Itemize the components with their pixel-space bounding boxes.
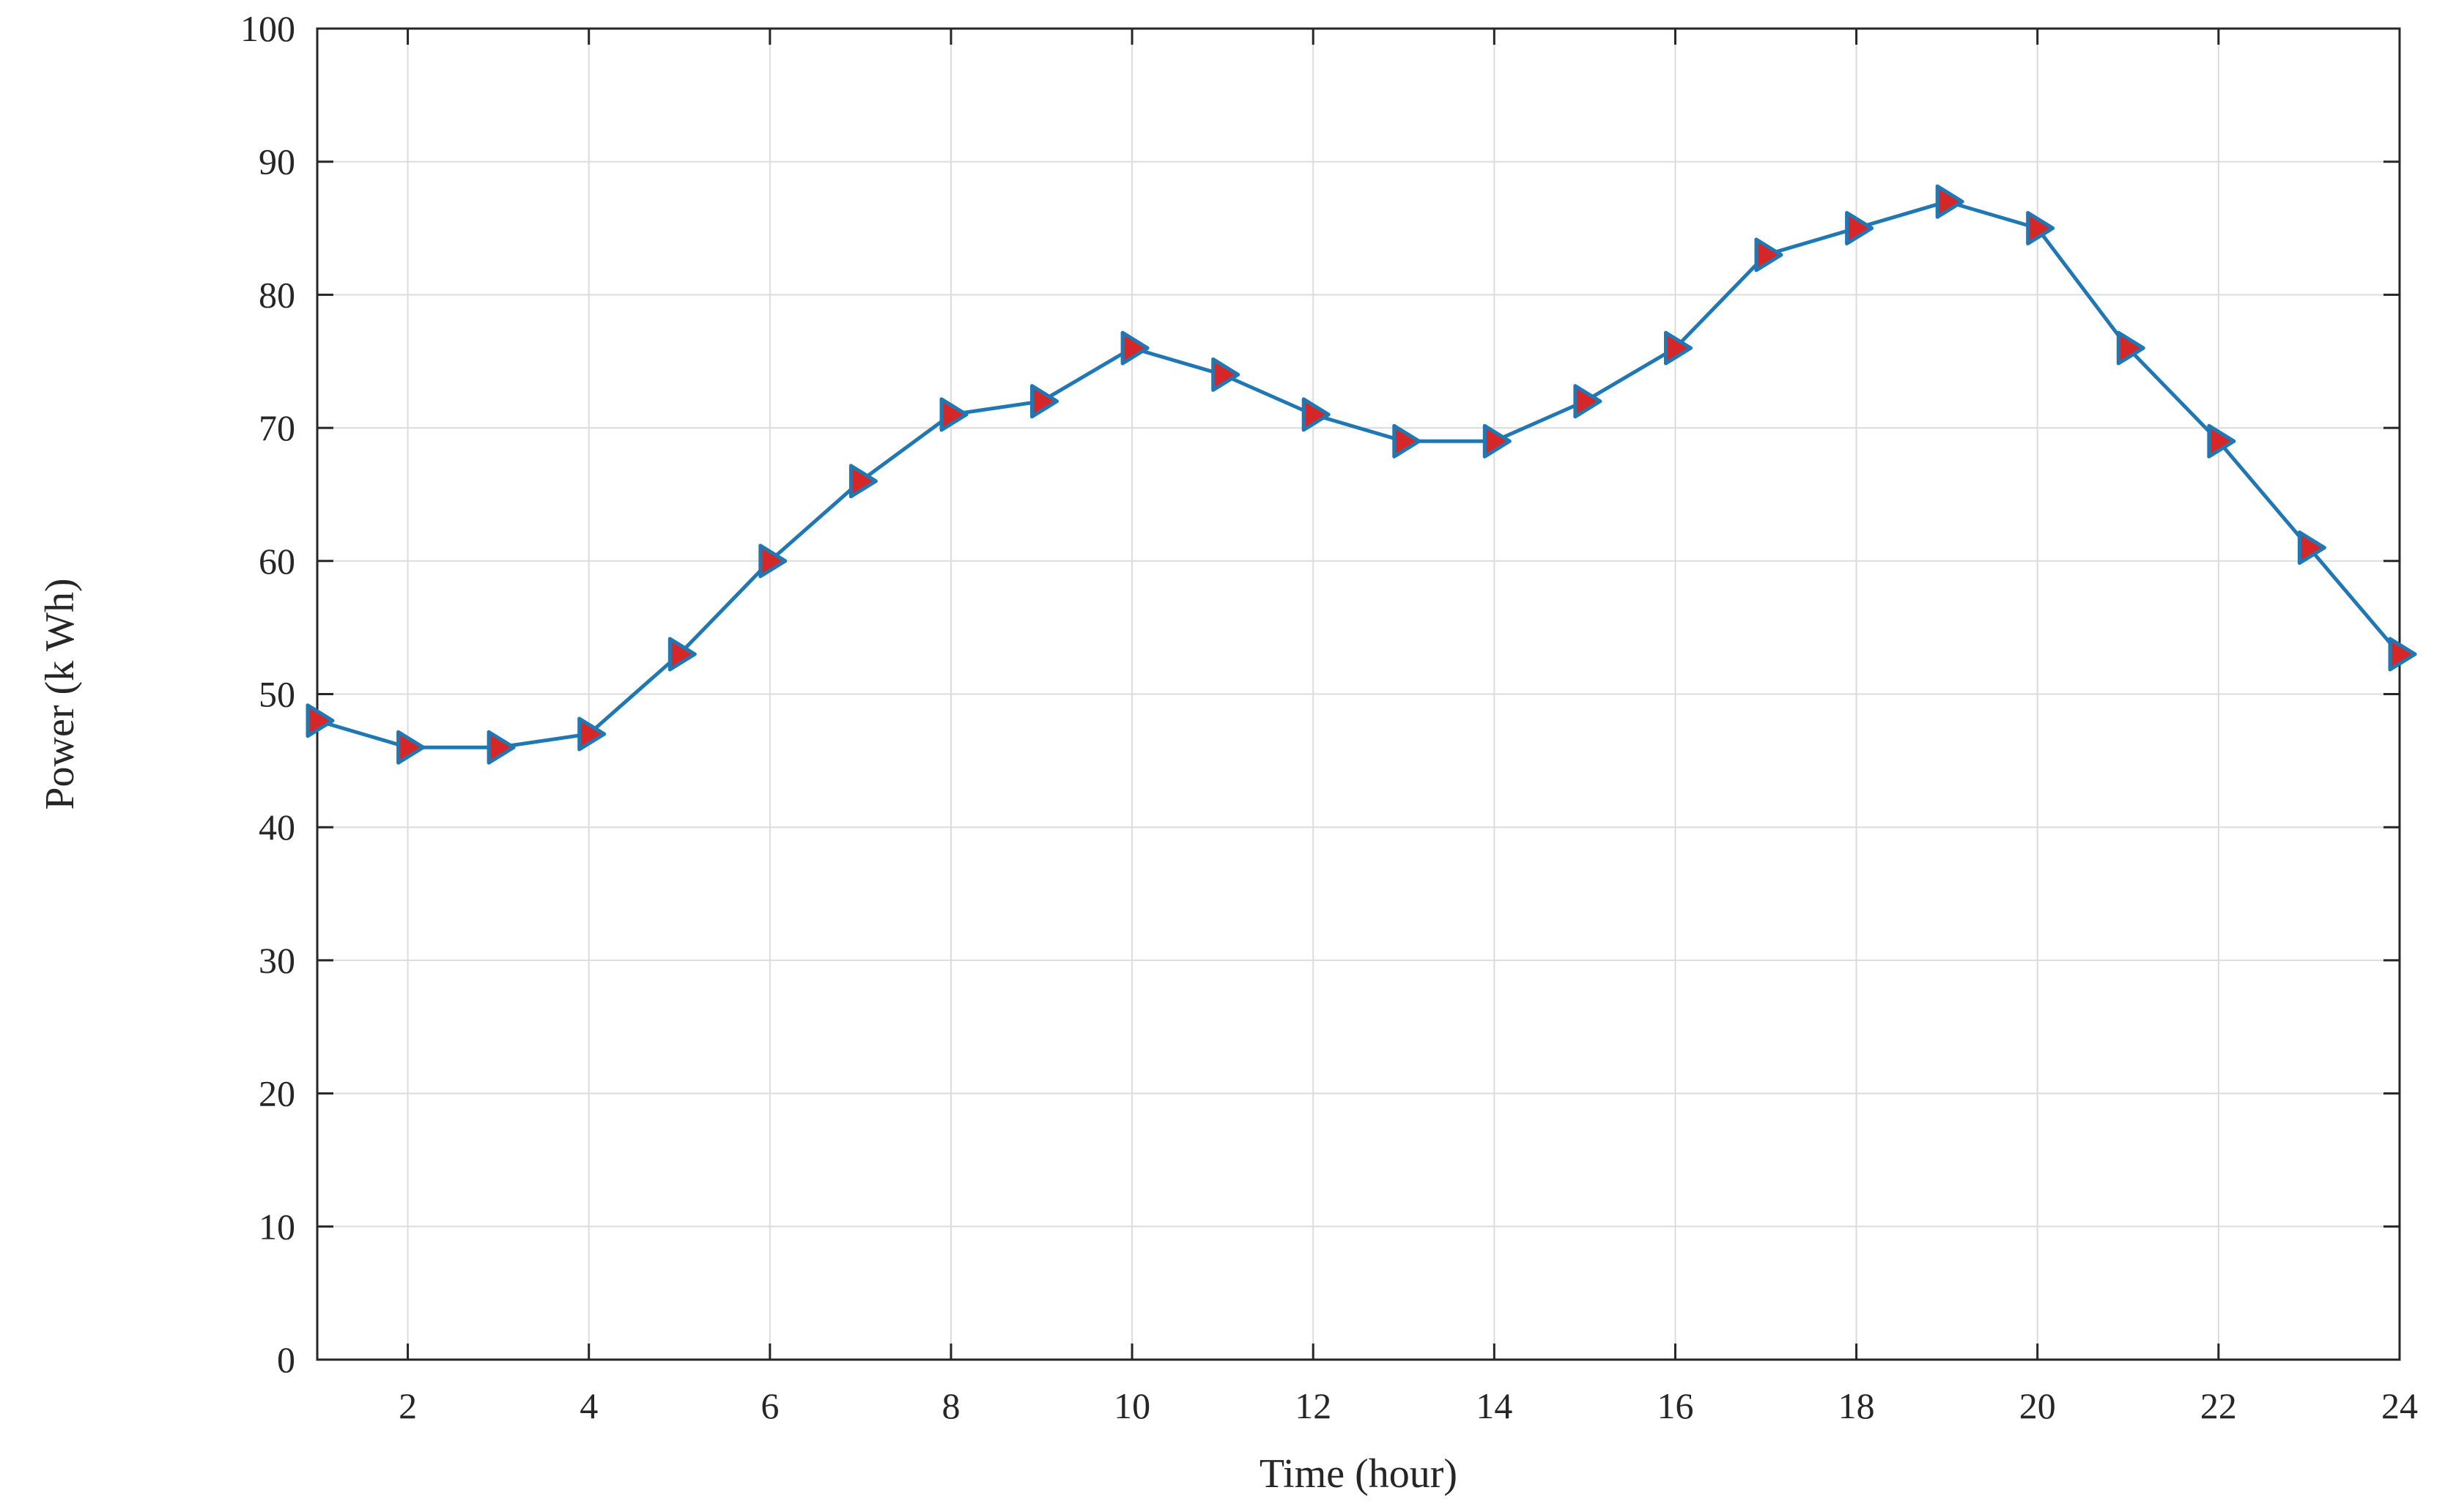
data-point-marker [1030, 384, 1059, 419]
x-tick-label: 8 [942, 1385, 960, 1426]
data-point-marker [1211, 357, 1240, 392]
data-point-marker [2026, 211, 2055, 245]
data-point-marker [1482, 423, 1512, 459]
y-tick-label: 60 [259, 541, 295, 582]
data-point-marker [1301, 397, 1331, 432]
data-point-marker [577, 716, 607, 752]
x-tick-label: 20 [2019, 1385, 2056, 1426]
data-point-marker [1845, 211, 1874, 245]
data-point-marker [1935, 184, 1964, 219]
x-tick-label: 18 [1838, 1385, 1875, 1426]
y-tick-label: 90 [259, 141, 295, 182]
x-tick-label: 10 [1114, 1385, 1150, 1426]
series-line [317, 199, 2401, 749]
data-point-marker [1120, 330, 1150, 366]
data-point-marker [2388, 637, 2417, 672]
x-tick-label: 16 [1657, 1385, 1693, 1426]
data-point-marker [758, 544, 788, 579]
data-point-marker [848, 464, 878, 499]
y-tick-label: 10 [259, 1206, 295, 1247]
data-point-marker [2116, 330, 2145, 366]
y-tick-label: 0 [277, 1339, 295, 1380]
axis-ticks [317, 27, 2401, 1361]
data-point-marker [396, 730, 426, 765]
data-point-marker [1573, 384, 1602, 419]
series-layer [306, 184, 2417, 765]
data-point-marker [667, 637, 697, 672]
x-tick-label: 24 [2381, 1385, 2418, 1426]
y-tick-label: 50 [259, 674, 295, 715]
y-tick-label: 100 [240, 8, 295, 49]
y-axis-tick-labels: 0 10 20 30 40 50 60 70 80 90 100 [240, 8, 295, 1380]
grid-lines [317, 29, 2400, 1360]
x-tick-label: 14 [1476, 1385, 1512, 1426]
y-tick-label: 20 [259, 1073, 295, 1114]
data-point-marker [2207, 423, 2236, 459]
data-point-marker [1754, 237, 1783, 273]
data-point-marker [1664, 330, 1693, 366]
data-point-marker [2297, 530, 2326, 566]
y-axis-title: Power (k Wh) [37, 578, 83, 809]
y-tick-label: 80 [259, 274, 295, 315]
y-tick-label: 30 [259, 940, 295, 981]
y-tick-label: 70 [259, 407, 295, 448]
data-point-marker [306, 703, 335, 738]
data-point-marker [939, 397, 969, 432]
y-tick-label: 40 [259, 807, 295, 848]
x-tick-label: 4 [580, 1385, 598, 1426]
x-axis-tick-labels: 2 4 6 8 10 12 14 16 18 20 22 24 [399, 1385, 2418, 1426]
x-tick-label: 12 [1295, 1385, 1331, 1426]
series-1 [306, 184, 2417, 765]
data-point-marker [1392, 423, 1421, 459]
data-point-marker [487, 730, 516, 765]
x-tick-label: 2 [399, 1385, 417, 1426]
x-tick-label: 6 [761, 1385, 779, 1426]
x-axis-title: Time (hour) [1260, 1451, 1457, 1497]
x-tick-label: 22 [2200, 1385, 2237, 1426]
